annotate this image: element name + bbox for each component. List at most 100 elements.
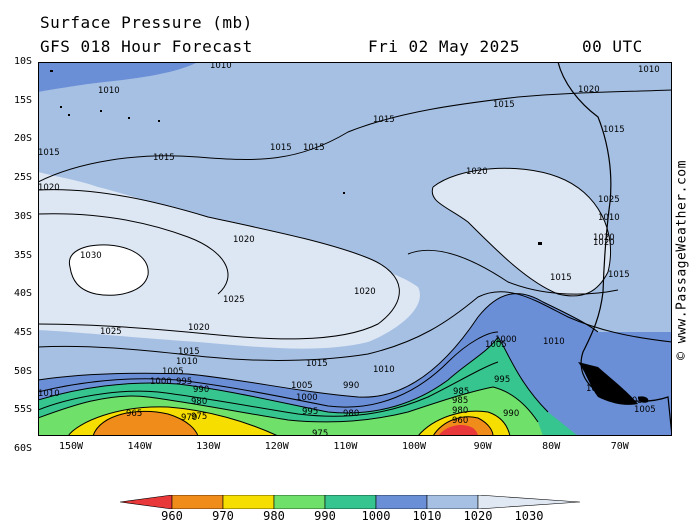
island [343, 192, 345, 194]
fill-1030-core [69, 244, 149, 296]
contour-label: 1010 [176, 357, 198, 367]
latitude-label: 25S [13, 172, 32, 184]
fill-970-band [93, 411, 493, 436]
colorbar-high-cap [477, 494, 581, 510]
latitude-label: 10S [13, 56, 32, 67]
contour-label: 1010 [98, 86, 120, 96]
fill-1020-east-high [432, 168, 611, 296]
island [158, 120, 160, 122]
island [50, 70, 53, 72]
contour-label: 1020 [188, 323, 210, 333]
contour-label: 1015 [306, 359, 328, 369]
contour-label: 1000 [495, 335, 517, 345]
contour-label: 1015 [373, 115, 395, 125]
isobar-1000 [38, 336, 549, 414]
latitude-label: 40S [13, 288, 32, 300]
longitude-label: 150W [58, 441, 84, 452]
longitude-label: 140W [127, 441, 152, 452]
isobar-1015-mid [407, 249, 619, 295]
forecast-model: GFS 018 Hour Forecast [40, 37, 253, 56]
isobar-1015-south [38, 291, 672, 361]
latitude-label: 35S [13, 249, 32, 261]
longitude-label: 100W [401, 441, 427, 452]
isobar-1015-north [38, 89, 672, 183]
contour-label: 960 [452, 416, 468, 426]
contour-label: 1005 [621, 396, 643, 406]
contour-label: 990 [503, 409, 519, 419]
island [538, 242, 542, 245]
latitude-label: 20S [13, 133, 32, 145]
contour-label: 1010 [543, 337, 565, 347]
isobar-1010 [38, 293, 599, 398]
isobar-995 [38, 361, 499, 417]
contour-label: 1020 [578, 85, 600, 95]
chart-title: Surface Pressure (mb) [40, 13, 253, 32]
contour-label: 1010 [210, 62, 232, 71]
colorbar-label: 1000 [361, 509, 391, 523]
pacific-islands [50, 70, 542, 245]
contour-label: 1005 [162, 367, 184, 377]
contour-label: 970 [181, 413, 197, 423]
colorbar-segment [375, 494, 428, 510]
colorbar-label: 970 [212, 509, 234, 523]
contour-label: 1015 [38, 148, 60, 158]
colorbar-label: 1020 [463, 509, 493, 523]
island [68, 114, 70, 116]
colorbar-label: 960 [161, 509, 183, 523]
contour-label: 1015 [493, 100, 515, 110]
contour-label: 1025 [100, 327, 122, 337]
contour-label: 1015 [178, 347, 200, 357]
latitude-label: 30S [13, 210, 32, 222]
contour-label: 1025 [598, 195, 620, 205]
latitude-label: 45S [13, 326, 32, 338]
colorbar [119, 494, 581, 510]
longitude-label: 80W [542, 441, 561, 452]
contour-label: 1010 [38, 389, 60, 399]
south-america-coast [557, 62, 672, 436]
contour-label: 965 [126, 409, 142, 419]
contour-label: 1015 [153, 153, 175, 163]
contour-label: 985 [453, 387, 469, 397]
contour-label: 1015 [270, 143, 292, 153]
longitude-label: 70W [610, 441, 629, 452]
contour-label: 980 [343, 409, 359, 419]
contour-label: 1020 [466, 167, 488, 177]
credit-text: © www.PassageWeather.com [674, 160, 690, 360]
contour-label: 1000 [296, 393, 318, 403]
colorbar-segment [324, 494, 377, 510]
island [128, 117, 130, 119]
contour-label: 995 [302, 407, 318, 417]
isobar-1005 [38, 331, 499, 408]
contour-label: 975 [312, 429, 328, 436]
contour-label: 980 [191, 397, 207, 407]
contour-label: 1005 [586, 384, 608, 394]
contour-label: 985 [452, 396, 468, 406]
contour-label: 990 [343, 381, 359, 391]
colorbar-segment [222, 494, 275, 510]
contour-label: 1015 [603, 125, 625, 135]
contour-label: 1015 [608, 270, 630, 280]
contour-label: 1015 [303, 143, 325, 153]
colorbar-label: 990 [314, 509, 336, 523]
isobar-990 [38, 386, 539, 423]
pressure-map: 1010 1010 1015 1015 1015 1015 1015 1020 … [38, 62, 672, 436]
forecast-date: Fri 02 May 2025 [368, 37, 520, 56]
isobar-1030 [68, 244, 149, 296]
fill-1010-north [38, 62, 198, 92]
colorbar-label: 980 [263, 509, 285, 523]
contour-label: 1015 [550, 273, 572, 283]
contour-label: 1005 [485, 340, 507, 350]
isobar-970-east [432, 416, 494, 436]
fill-960-low [438, 424, 478, 436]
contour-label: 995 [494, 375, 510, 385]
contour-label: 1020 [38, 183, 60, 193]
colorbar-low-cap [119, 494, 173, 510]
latitude-label: 50S [13, 365, 32, 377]
longitude-label: 90W [473, 441, 492, 452]
isobar-970 [92, 410, 199, 436]
contour-label: 1005 [634, 405, 656, 415]
island [60, 106, 62, 108]
longitude-label: 120W [264, 441, 289, 452]
isobar-980 [67, 406, 279, 436]
island [100, 110, 102, 112]
